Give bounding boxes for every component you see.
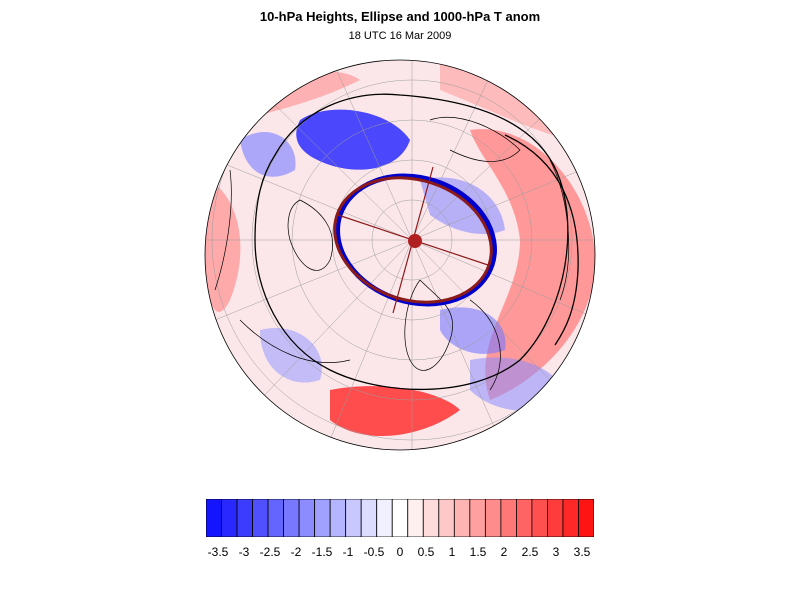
figure-subtitle: 18 UTC 16 Mar 2009 (348, 30, 452, 42)
coastlines (214, 116, 570, 391)
colorbar-swatch (206, 499, 222, 537)
colorbar-swatch (531, 499, 548, 537)
colorbar-swatch (298, 499, 316, 537)
colorbar-tick-label: -2 (290, 545, 302, 559)
colorbar-swatch (391, 499, 409, 537)
colorbar-tick-label: 0.5 (417, 545, 435, 559)
colorbar-swatch (376, 499, 393, 537)
colorbar-tick-label: -1 (342, 545, 354, 559)
colorbar (206, 499, 594, 537)
colorbar-swatch (283, 499, 300, 537)
colorbar-swatch (267, 499, 285, 537)
colorbar-swatch (469, 499, 486, 537)
colorbar-tick-label: 0 (396, 545, 404, 559)
colorbar-swatch (547, 499, 564, 537)
colorbar-swatch (252, 499, 269, 537)
colorbar-swatch (236, 499, 253, 537)
colorbar-swatch (453, 499, 471, 537)
height-contours (254, 93, 579, 391)
colorbar-tick-label: -3 (238, 545, 250, 559)
globe-outline (204, 59, 596, 451)
colorbar-swatch (578, 499, 594, 537)
colorbar-swatch (221, 499, 238, 537)
anomaly-field (205, 60, 595, 450)
colorbar-tick-label: 2.5 (521, 545, 539, 559)
colorbar-swatch (329, 499, 347, 537)
colorbar-tick-label: 2 (500, 545, 508, 559)
colorbar-tick-label: 3.5 (573, 545, 591, 559)
graticule (205, 60, 595, 450)
colorbar-swatch (438, 499, 455, 537)
colorbar-swatch (360, 499, 378, 537)
colorbar-swatch (562, 499, 579, 537)
figure-title: 10-hPa Heights, Ellipse and 1000-hPa T a… (259, 9, 541, 24)
colorbar-swatch (407, 499, 424, 537)
colorbar-tick-label: 1.5 (469, 545, 487, 559)
colorbar-tick-label: -3.5 (207, 545, 229, 559)
colorbar-swatch (422, 499, 440, 537)
vortex-center-marker (408, 234, 422, 248)
colorbar-tick-label: 3 (552, 545, 560, 559)
colorbar-swatch (515, 499, 533, 537)
colorbar-swatch (500, 499, 517, 537)
colorbar-swatch (484, 499, 502, 537)
colorbar-tick-label: 1 (448, 545, 456, 559)
colorbar-swatch (314, 499, 331, 537)
colorbar-swatch (345, 499, 362, 537)
vortex-ellipse (333, 166, 497, 314)
colorbar-tick-label: -0.5 (363, 545, 385, 559)
colorbar-tick-label: -2.5 (259, 545, 281, 559)
colorbar-tick-label: -1.5 (311, 545, 333, 559)
